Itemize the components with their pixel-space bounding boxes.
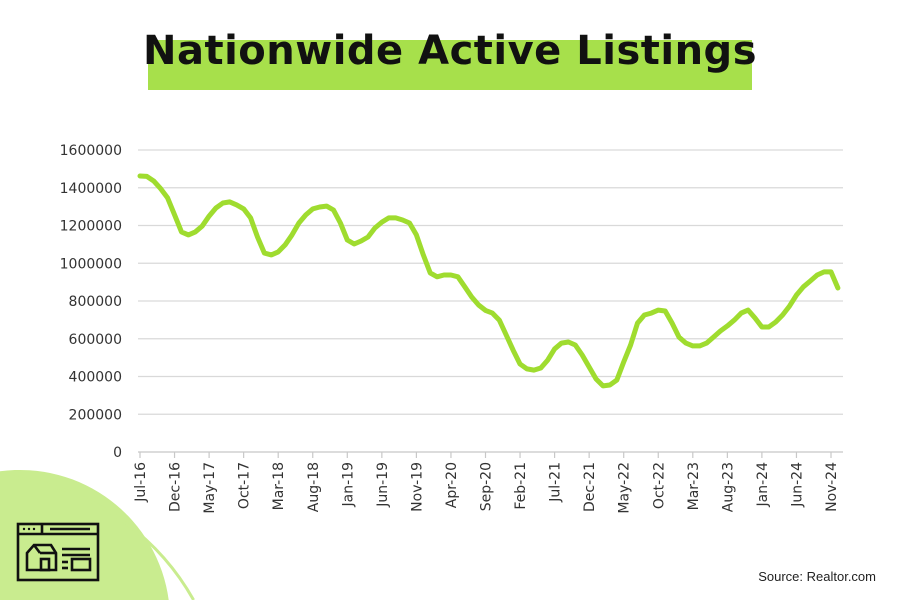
y-tick-label: 600000	[69, 332, 122, 348]
source-note: Source: Realtor.com	[758, 569, 876, 584]
x-tick-label: Jul-16	[133, 462, 149, 503]
browser-dots-icon	[22, 527, 36, 531]
x-tick-label: Nov-24	[824, 462, 840, 512]
x-tick-label: Jan-19	[340, 462, 356, 507]
x-tick-label: Aug-23	[720, 462, 736, 512]
x-tick-label: May-22	[617, 462, 633, 514]
x-tick-label: Nov-19	[409, 462, 425, 512]
y-tick-label: 800000	[69, 294, 122, 310]
x-tick-label: Oct-17	[237, 462, 253, 509]
x-tick-label: May-17	[202, 462, 218, 514]
x-tick-label: Jan-24	[755, 462, 771, 508]
x-tick-label: Dec-21	[582, 462, 598, 512]
series-line	[137, 173, 841, 389]
x-tick-label: Dec-16	[168, 462, 184, 512]
y-tick-label: 400000	[69, 370, 122, 386]
x-tick-label: Mar-18	[271, 462, 287, 510]
x-tick-label: Jun-19	[375, 462, 391, 508]
x-tick-label: Jul-21	[548, 462, 564, 503]
x-tick-label: Aug-18	[306, 462, 322, 512]
x-tick-label: Jun-24	[789, 462, 805, 508]
title-highlight	[148, 40, 752, 90]
y-tick-label: 1600000	[60, 143, 122, 159]
x-tick-label: Feb-21	[513, 462, 529, 510]
y-tick-label: 1200000	[60, 219, 122, 235]
chart-title: Nationwide Active Listings	[143, 28, 757, 74]
y-tick-label: 1400000	[60, 181, 122, 197]
x-tick-label: Mar-23	[686, 462, 702, 510]
x-tick-label: Oct-22	[651, 462, 667, 509]
decorative-arc	[0, 474, 195, 600]
x-tick-label: Apr-20	[444, 462, 460, 508]
y-tick-label: 0	[113, 445, 122, 461]
y-tick-label: 1000000	[60, 256, 122, 272]
house-listing-browser-icon	[16, 522, 100, 582]
x-tick-label: Sep-20	[479, 462, 495, 511]
y-tick-label: 200000	[69, 407, 122, 423]
